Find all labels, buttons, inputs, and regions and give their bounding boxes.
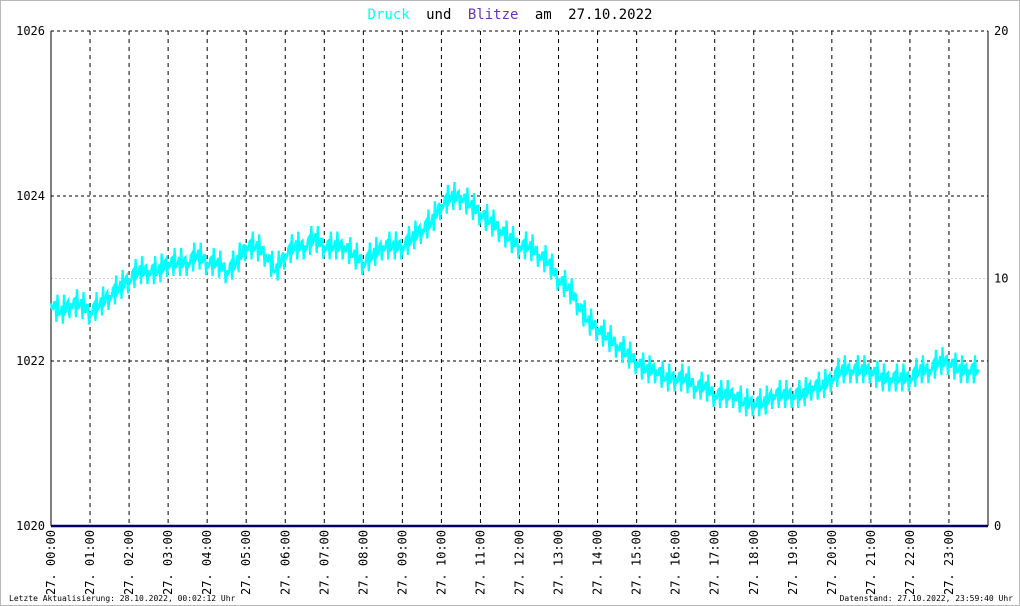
x-tick-label: 27. 03:00	[161, 530, 175, 595]
x-tick-label: 27. 00:00	[44, 530, 58, 595]
title-series-blitze: Blitze	[468, 7, 519, 23]
chart-title: Druck und Blitze am 27.10.2022	[368, 7, 653, 23]
plot-border	[50, 31, 989, 526]
x-tick-label: 27. 09:00	[395, 530, 409, 595]
x-tick-label: 27. 22:00	[903, 530, 917, 595]
series-line-druck	[49, 181, 980, 417]
x-tick-label: 27. 13:00	[552, 530, 566, 595]
y-right-tick-label: 20	[994, 24, 1008, 38]
x-tick-label: 27. 15:00	[630, 530, 644, 595]
title-connector-und: und	[426, 7, 451, 23]
x-tick-label: 27. 21:00	[864, 530, 878, 595]
x-tick-label: 27. 02:00	[122, 530, 136, 595]
x-tick-label: 27. 04:00	[200, 530, 214, 595]
y-left-tick-label: 1026	[16, 24, 45, 38]
x-tick-label: 27. 11:00	[474, 530, 488, 595]
footer-data-status: Datenstand: 27.10.2022, 23:59:40 Uhr	[840, 594, 1014, 603]
x-tick-label: 27. 20:00	[825, 530, 839, 595]
y-left-tick-label: 1020	[16, 519, 45, 533]
x-tick-label: 27. 16:00	[669, 530, 683, 595]
x-tick-label: 27. 18:00	[747, 530, 761, 595]
x-tick-label: 27. 17:00	[708, 530, 722, 595]
title-series-druck: Druck	[368, 7, 411, 23]
y-right-tick-label: 0	[994, 519, 1001, 533]
footer-last-update: Letzte Aktualisierung: 28.10.2022, 00:02…	[9, 594, 236, 603]
x-tick-label: 27. 01:00	[83, 530, 97, 595]
y-right-tick-label: 10	[994, 272, 1008, 286]
y-left-tick-label: 1024	[16, 189, 45, 203]
x-tick-label: 27. 05:00	[239, 530, 253, 595]
y-left-tick-label: 1022	[16, 354, 45, 368]
x-tick-label: 27. 23:00	[942, 530, 956, 595]
x-tick-label: 27. 08:00	[356, 530, 370, 595]
x-tick-label: 27. 14:00	[591, 530, 605, 595]
x-tick-label: 27. 06:00	[278, 530, 292, 595]
x-tick-label: 27. 19:00	[786, 530, 800, 595]
series-layer	[49, 181, 988, 528]
x-tick-label: 27. 12:00	[513, 530, 527, 595]
title-date: 27.10.2022	[568, 7, 652, 23]
x-tick-label: 27. 10:00	[434, 530, 448, 595]
x-tick-label: 27. 07:00	[317, 530, 331, 595]
title-connector-am: am	[535, 7, 552, 23]
grid-lines	[51, 30, 988, 527]
